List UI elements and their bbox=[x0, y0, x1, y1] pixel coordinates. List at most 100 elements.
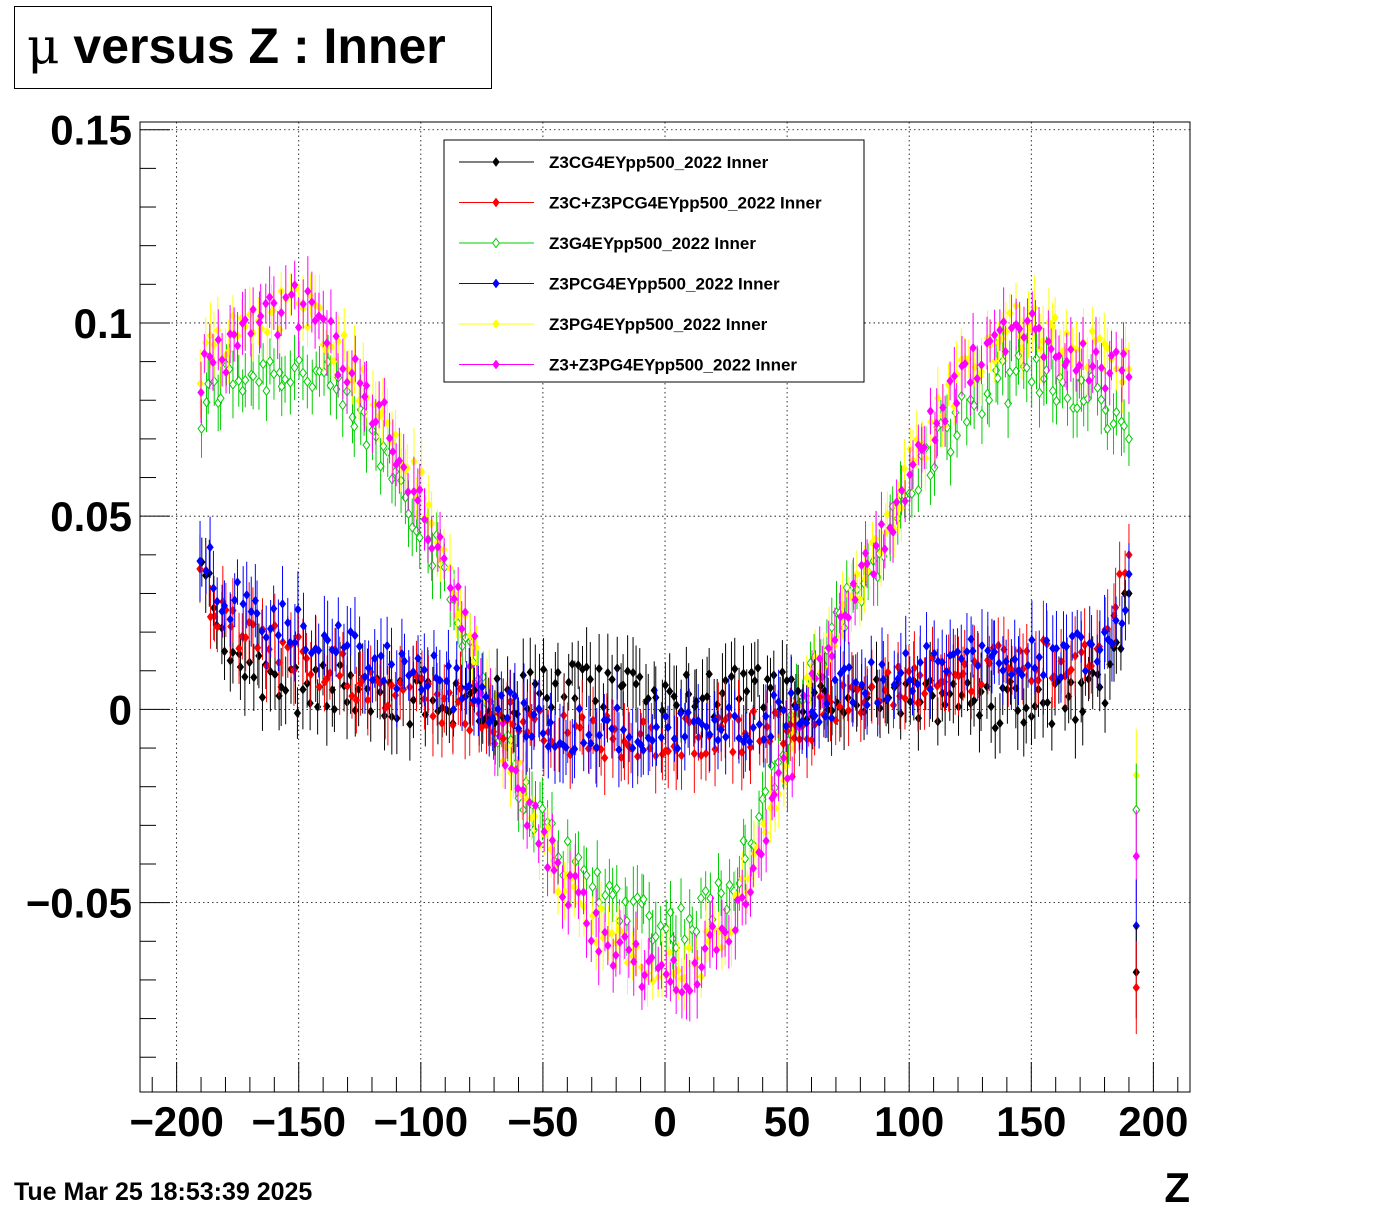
data-point bbox=[637, 962, 646, 973]
data-point bbox=[676, 708, 685, 719]
data-point bbox=[301, 644, 310, 655]
data-point bbox=[844, 705, 853, 716]
data-point bbox=[235, 643, 243, 654]
legend-marker bbox=[492, 157, 500, 167]
data-point bbox=[522, 776, 531, 788]
data-point bbox=[738, 892, 746, 903]
data-point bbox=[1062, 641, 1071, 652]
data-point bbox=[247, 328, 255, 339]
data-point bbox=[1007, 669, 1016, 680]
data-point bbox=[406, 682, 414, 693]
data-point bbox=[823, 698, 831, 709]
data-point bbox=[969, 646, 977, 656]
data-point bbox=[612, 950, 620, 961]
data-point bbox=[210, 339, 218, 350]
data-point bbox=[384, 700, 392, 711]
data-point bbox=[1068, 631, 1076, 642]
data-point bbox=[705, 669, 713, 680]
data-point bbox=[721, 732, 730, 742]
data-point bbox=[1035, 323, 1043, 333]
data-point bbox=[249, 304, 257, 315]
data-point bbox=[677, 902, 686, 914]
data-point bbox=[1093, 382, 1102, 394]
data-point bbox=[902, 648, 910, 659]
data-point bbox=[428, 543, 436, 554]
data-point bbox=[909, 459, 917, 470]
data-point bbox=[612, 883, 621, 895]
data-point bbox=[1044, 336, 1053, 347]
data-point bbox=[1024, 660, 1032, 671]
data-point bbox=[1071, 714, 1080, 725]
data-point bbox=[914, 484, 923, 496]
data-point bbox=[197, 387, 205, 398]
data-point bbox=[308, 297, 316, 307]
data-point bbox=[383, 640, 391, 651]
data-point bbox=[543, 693, 551, 703]
data-point bbox=[362, 380, 371, 391]
data-point bbox=[409, 666, 417, 677]
data-point bbox=[763, 674, 772, 685]
data-point bbox=[534, 838, 543, 849]
data-point bbox=[565, 677, 573, 688]
data-point bbox=[761, 786, 770, 797]
data-point bbox=[429, 711, 437, 722]
data-point bbox=[879, 674, 888, 685]
data-point bbox=[362, 439, 371, 451]
data-point bbox=[560, 710, 568, 721]
data-point bbox=[1002, 656, 1010, 667]
data-point bbox=[714, 735, 722, 745]
data-point bbox=[690, 748, 699, 759]
data-point bbox=[974, 660, 982, 671]
data-point bbox=[770, 690, 778, 701]
data-point bbox=[548, 835, 557, 846]
data-point bbox=[206, 330, 215, 341]
data-point bbox=[314, 645, 323, 656]
data-point bbox=[519, 670, 527, 681]
data-point bbox=[290, 280, 299, 290]
data-point bbox=[1106, 368, 1114, 379]
data-point bbox=[858, 679, 866, 690]
data-point bbox=[356, 378, 364, 389]
data-point bbox=[393, 683, 401, 694]
data-point bbox=[1115, 569, 1124, 579]
data-point bbox=[444, 661, 453, 671]
y-tick-label: 0.15 bbox=[50, 107, 132, 154]
data-point bbox=[395, 455, 404, 466]
data-point bbox=[319, 314, 327, 324]
data-point bbox=[355, 395, 363, 406]
data-point bbox=[346, 670, 355, 681]
data-point bbox=[933, 418, 941, 429]
data-point bbox=[404, 486, 412, 497]
data-point bbox=[656, 920, 665, 932]
data-point bbox=[1097, 362, 1106, 373]
data-point bbox=[601, 752, 609, 763]
data-point bbox=[1063, 392, 1072, 404]
data-point bbox=[727, 671, 736, 682]
data-point bbox=[303, 322, 312, 332]
data-point bbox=[872, 674, 881, 685]
data-point bbox=[1028, 635, 1036, 645]
data-point bbox=[900, 463, 909, 474]
data-point bbox=[868, 681, 876, 692]
data-point bbox=[1031, 663, 1039, 673]
data-point bbox=[1014, 705, 1022, 716]
legend-marker bbox=[492, 359, 500, 370]
data-point bbox=[999, 316, 1008, 327]
data-point bbox=[916, 657, 924, 668]
data-point bbox=[828, 651, 836, 662]
data-point bbox=[1051, 312, 1059, 323]
data-point bbox=[950, 371, 959, 382]
data-point bbox=[385, 433, 394, 444]
data-point bbox=[1039, 670, 1048, 680]
data-point bbox=[499, 733, 507, 744]
data-point bbox=[348, 412, 357, 423]
data-point bbox=[379, 675, 388, 686]
data-point bbox=[1073, 402, 1082, 414]
data-point bbox=[696, 892, 705, 904]
data-point bbox=[678, 987, 686, 998]
data-point bbox=[721, 927, 729, 938]
data-point bbox=[249, 370, 258, 382]
data-point bbox=[1035, 652, 1043, 663]
data-point bbox=[220, 600, 229, 611]
data-point bbox=[697, 962, 706, 973]
